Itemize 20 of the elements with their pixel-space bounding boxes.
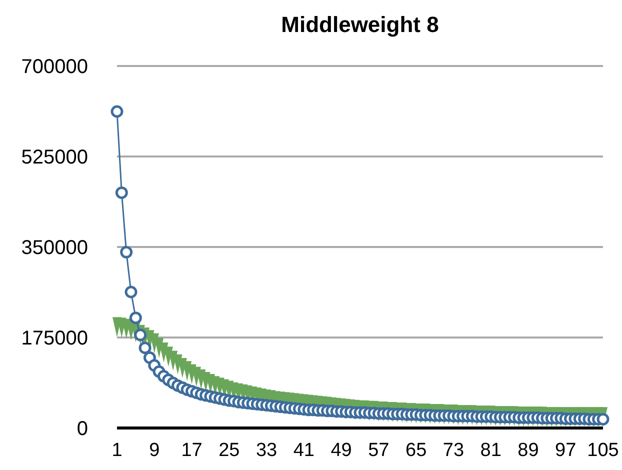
x-tick-label: 9: [149, 440, 160, 461]
y-tick-label: 350000: [21, 237, 88, 259]
x-tick-label: 73: [442, 440, 464, 461]
x-tick-label: 105: [587, 440, 619, 461]
chart-title: Middleweight 8: [281, 12, 439, 37]
y-tick-label: 175000: [21, 328, 88, 350]
y-tick-label: 525000: [21, 146, 88, 168]
x-tick-label: 33: [256, 440, 278, 461]
y-tick-label: 0: [76, 418, 88, 440]
x-tick-label: 25: [218, 440, 240, 461]
x-tick-label: 81: [480, 440, 502, 461]
x-tick-label: 89: [518, 440, 539, 461]
x-tick-label: 49: [330, 440, 352, 461]
y-tick-label: 700000: [21, 56, 88, 78]
x-tick-label: 1: [112, 440, 122, 461]
x-tick-label: 65: [406, 440, 427, 461]
x-tick-label: 41: [293, 440, 314, 461]
x-tick-label: 57: [368, 440, 390, 461]
x-tick-label: 17: [181, 440, 202, 461]
x-tick-label: 97: [555, 440, 576, 461]
